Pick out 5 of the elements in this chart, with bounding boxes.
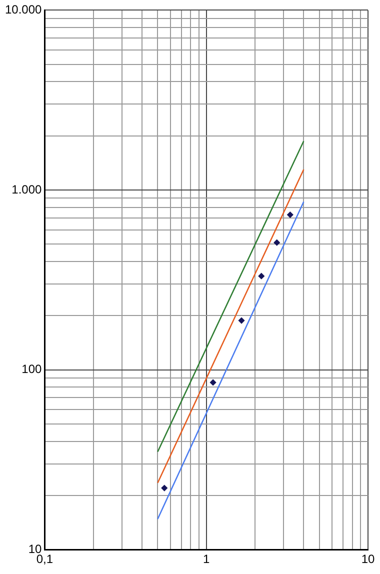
x-tick-label: 10 [361, 552, 375, 566]
x-tick-label: 1 [203, 552, 210, 566]
y-tick-label: 100 [22, 362, 42, 376]
y-tick-label: 10.000 [5, 2, 42, 17]
y-tick-label: 1.000 [12, 182, 42, 196]
